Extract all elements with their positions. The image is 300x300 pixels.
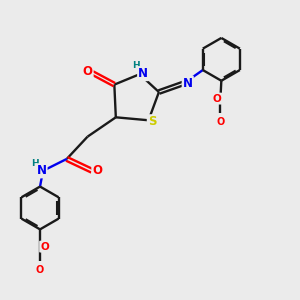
Text: H: H: [31, 159, 38, 168]
Text: O: O: [212, 94, 221, 103]
Text: S: S: [148, 115, 156, 128]
Text: N: N: [183, 76, 193, 90]
Text: O: O: [40, 242, 49, 252]
Text: N: N: [138, 67, 148, 80]
Text: O: O: [36, 266, 44, 275]
Text: O: O: [216, 117, 225, 128]
Text: H: H: [132, 61, 140, 70]
Text: N: N: [37, 164, 46, 177]
Text: O: O: [82, 65, 93, 78]
Text: O: O: [92, 164, 102, 177]
